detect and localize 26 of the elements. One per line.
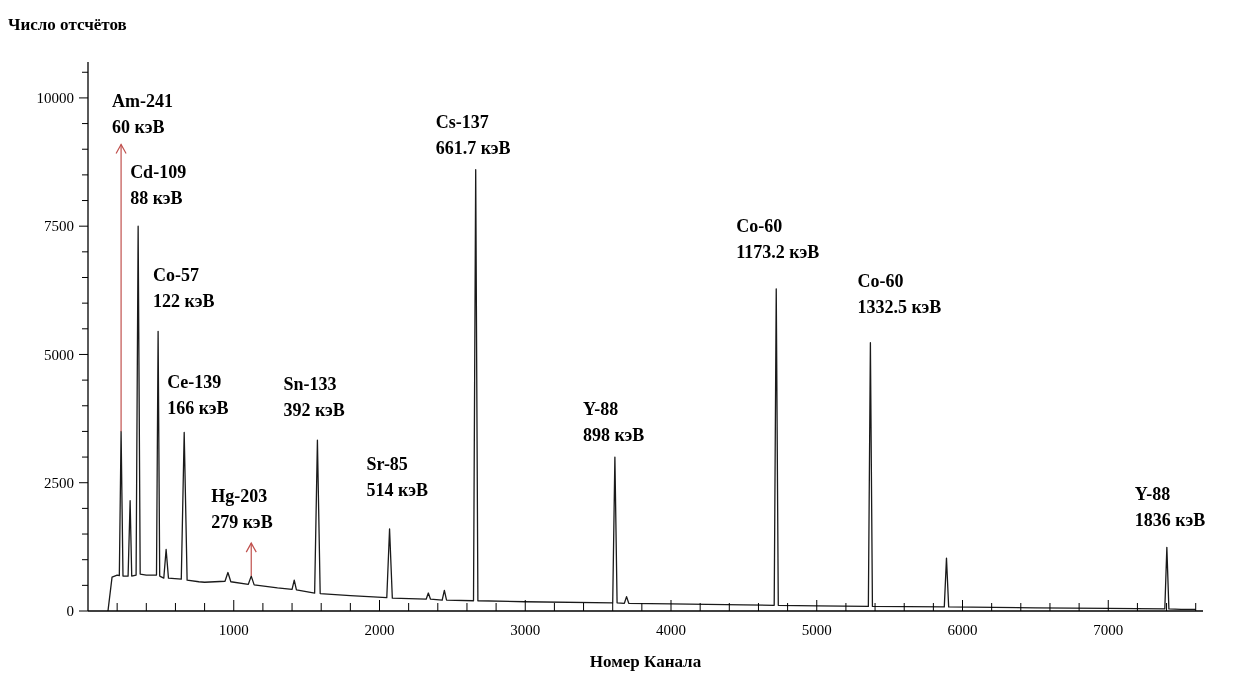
annotation: Cd-109 88 кэВ xyxy=(130,162,187,209)
y-axis-title: Число отсчётов xyxy=(8,15,127,34)
annotation: Ce-139 166 кэВ xyxy=(167,372,229,419)
x-tick-label: 3000 xyxy=(510,622,541,638)
y-tick-label: 7500 xyxy=(44,218,74,235)
x-axis-title: Номер Канала xyxy=(589,652,702,671)
y-tick-label: 5000 xyxy=(44,346,74,363)
annotation: Y-88 1836 кэВ xyxy=(1134,484,1206,531)
annotation: Sn-133 392 кэВ xyxy=(283,374,345,421)
annotation: Cs-137 661.7 кэВ xyxy=(435,111,511,158)
x-tick-label: 2000 xyxy=(364,622,395,638)
annotation: Hg-203 279 кэВ xyxy=(211,486,273,533)
annotation: Co-60 1332.5 кэВ xyxy=(857,270,942,317)
x-tick-label: 7000 xyxy=(1093,622,1124,638)
x-tick-label: 1000 xyxy=(218,622,249,638)
x-tick-label: 5000 xyxy=(801,622,832,638)
annotation: Y-88 898 кэВ xyxy=(582,399,645,446)
y-tick-label: 0 xyxy=(66,603,74,620)
annotation: Co-60 1173.2 кэВ xyxy=(736,215,820,262)
annotation: Co-57 122 кэВ xyxy=(153,265,215,312)
y-tick-label: 10000 xyxy=(36,90,74,107)
annotation: Am-241 60 кэВ xyxy=(112,91,174,138)
x-tick-label: 4000 xyxy=(656,622,687,638)
y-tick-label: 2500 xyxy=(44,474,74,491)
x-tick-label: 6000 xyxy=(947,622,978,638)
annotation: Sr-85 514 кэВ xyxy=(366,453,428,500)
